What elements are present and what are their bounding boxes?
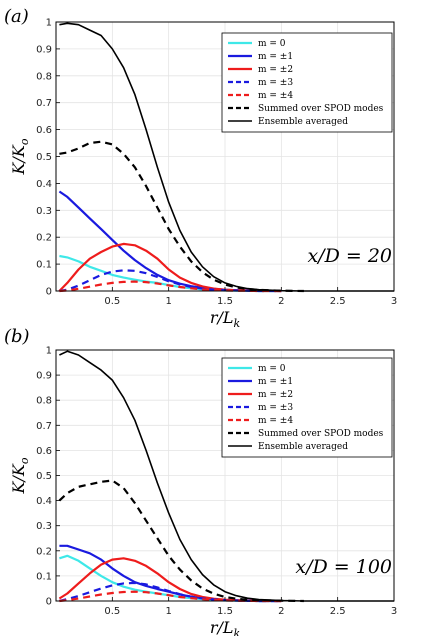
y-tick-label: 0.4: [36, 496, 52, 507]
x-tick-label: 1: [165, 606, 171, 617]
xlabel-b: r/Lk: [210, 618, 241, 636]
series-line-0: [59, 554, 282, 603]
legend-entry-label: m = ±4: [258, 416, 293, 426]
x-tick-label: 2.5: [330, 606, 346, 617]
x-axis-label: r/Lk: [210, 308, 241, 330]
x-tick-label: 1: [165, 296, 171, 307]
legend-b: m = 0 m = ±1 m = ±2 m = ±3 m = ±4 Summed over…: [221, 357, 393, 458]
y-tick-label: 0.8: [36, 71, 52, 82]
y-tick-label: 0: [46, 597, 52, 608]
legend-entry-label: m = ±2: [258, 390, 293, 400]
y-tick-label: 0.7: [36, 421, 52, 432]
panel-a: (a) 0.5 1 1.5 2 2.5 300.10.20.30.40.50.60.70.…: [4, 6, 397, 330]
x-axis-label: r/Lk: [210, 618, 241, 636]
panel-b: (b) 0.5 1 1.5 2 2.5 300.10.20.30.40.50.60.70.…: [4, 326, 397, 636]
legend-entry-label: m = ±3: [258, 78, 293, 88]
legend-box: [221, 32, 393, 133]
x-tick-label: 2: [278, 296, 284, 307]
y-tick-label: 0.2: [36, 233, 52, 244]
panel-label-a: (a): [4, 6, 29, 27]
y-tick-label: 0.9: [36, 44, 52, 55]
x-tick-label: 0.5: [104, 606, 120, 617]
legend-entry-label: Ensemble averaged: [258, 442, 348, 452]
x-tick-label: 2.5: [330, 296, 346, 307]
ticks-b: 0.5 1 1.5 2 2.5 3 0 0.1 0.2 0.3 0.4 0.5 0.6 0.7 0.8 0.9…: [36, 346, 397, 618]
series-line-4: [59, 280, 282, 293]
x-tick-label: 2: [278, 606, 284, 617]
legend-box: [221, 357, 393, 458]
x-tick-label: 1.5: [217, 296, 233, 307]
annotation-b: x/D = 100: [295, 556, 392, 578]
y-tick-label: 0.3: [36, 521, 52, 532]
y-tick-label: 0.2: [36, 546, 52, 557]
y-tick-label: 0.1: [36, 260, 52, 271]
legend-entry-label: m = 0: [258, 364, 286, 374]
series-line-6: [59, 350, 394, 602]
y-tick-label: 0.3: [36, 206, 52, 217]
series-line-6: [59, 22, 394, 292]
y-tick-label: 0: [46, 287, 52, 298]
y-tick-label: 0.9: [36, 371, 52, 382]
y-axis-label: K/Ko: [9, 138, 31, 175]
x-tick-label: 1.5: [217, 606, 233, 617]
series-line-1: [59, 544, 282, 603]
legend-entry-label: m = ±3: [258, 403, 293, 413]
series-line-5: [58, 479, 304, 603]
legend-entry-label: m = ±1: [258, 52, 293, 62]
y-tick-label: 0.5: [36, 471, 52, 482]
series-line-4: [59, 590, 282, 603]
legend-entry-label: m = 0: [258, 39, 286, 49]
xlabel-a: r/Lk: [210, 308, 241, 330]
y-tick-label: 0.8: [36, 396, 52, 407]
y-tick-label: 0.7: [36, 98, 52, 109]
y-tick-label: 0.5: [36, 152, 52, 163]
y-axis-label: K/Ko: [9, 457, 31, 494]
y-tick-label: 0.6: [36, 446, 52, 457]
legend-entry-label: Ensemble averaged: [258, 117, 348, 127]
legend-entry-label: m = ±1: [258, 377, 293, 387]
legend-entry-label: m = ±4: [258, 91, 293, 101]
y-tick-label: 0.1: [36, 571, 52, 582]
x-tick-label: 3: [391, 296, 397, 307]
ylabel-b: K/Ko: [9, 457, 31, 494]
panel-label-b: (b): [4, 326, 30, 347]
legend-entry-label: Summed over SPOD modes: [258, 429, 384, 439]
y-tick-label: 1: [46, 346, 52, 357]
x-tick-label: 0.5: [104, 296, 120, 307]
legend-entry-label: Summed over SPOD modes: [258, 104, 384, 114]
x-tick-label: 3: [391, 606, 397, 617]
legend-a: m = 0 m = ±1 m = ±2 m = ±3 m = ±4 Summed over…: [221, 32, 393, 133]
ticks-a: 0.5 1 1.5 2 2.5 3 0 0.1 0.2 0.3 0.4 0.5 0.6 0.7 0.8 0.9…: [36, 18, 397, 308]
legend-entry-label: m = ±2: [258, 65, 293, 75]
y-tick-label: 0.4: [36, 179, 52, 190]
y-tick-label: 0.6: [36, 125, 52, 136]
ylabel-a: K/Ko: [9, 138, 31, 175]
annotation-a: x/D = 20: [307, 245, 392, 267]
y-tick-label: 1: [46, 18, 52, 29]
